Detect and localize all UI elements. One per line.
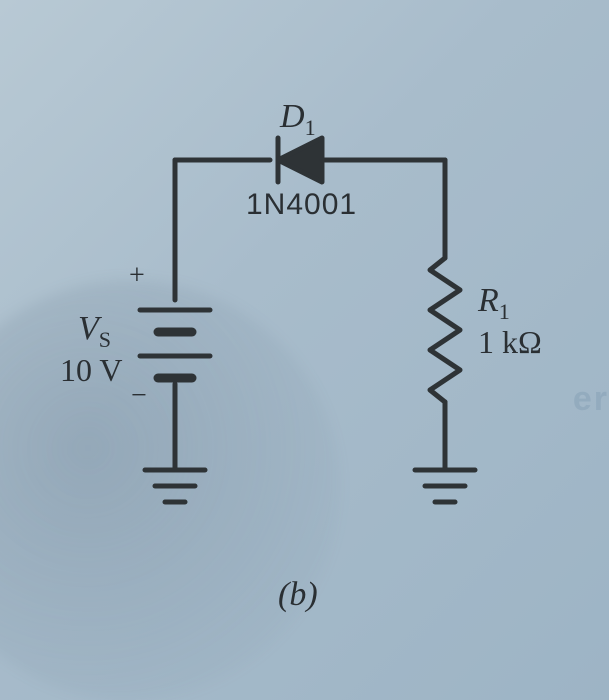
resistor-name: R bbox=[478, 282, 499, 319]
resistor-sub: 1 bbox=[499, 299, 510, 324]
diode-name: D bbox=[280, 98, 305, 135]
source-plus: + bbox=[129, 260, 145, 292]
source-name-label: VS bbox=[78, 310, 111, 353]
source-sub: S bbox=[99, 327, 111, 352]
resistor-zigzag bbox=[430, 258, 460, 402]
source-minus: − bbox=[131, 380, 147, 412]
caption: (b) bbox=[278, 576, 318, 614]
diode-triangle bbox=[278, 138, 322, 182]
source-value: 10 V bbox=[60, 352, 123, 389]
source-name: V bbox=[78, 310, 99, 347]
watermark: er bbox=[573, 380, 609, 419]
resistor-label: R1 bbox=[478, 282, 510, 325]
resistor-value: 1 kΩ bbox=[478, 324, 542, 361]
diode-sub: 1 bbox=[305, 115, 316, 140]
diode-part: 1N4001 bbox=[246, 188, 357, 222]
diode-label: D1 bbox=[280, 98, 316, 141]
